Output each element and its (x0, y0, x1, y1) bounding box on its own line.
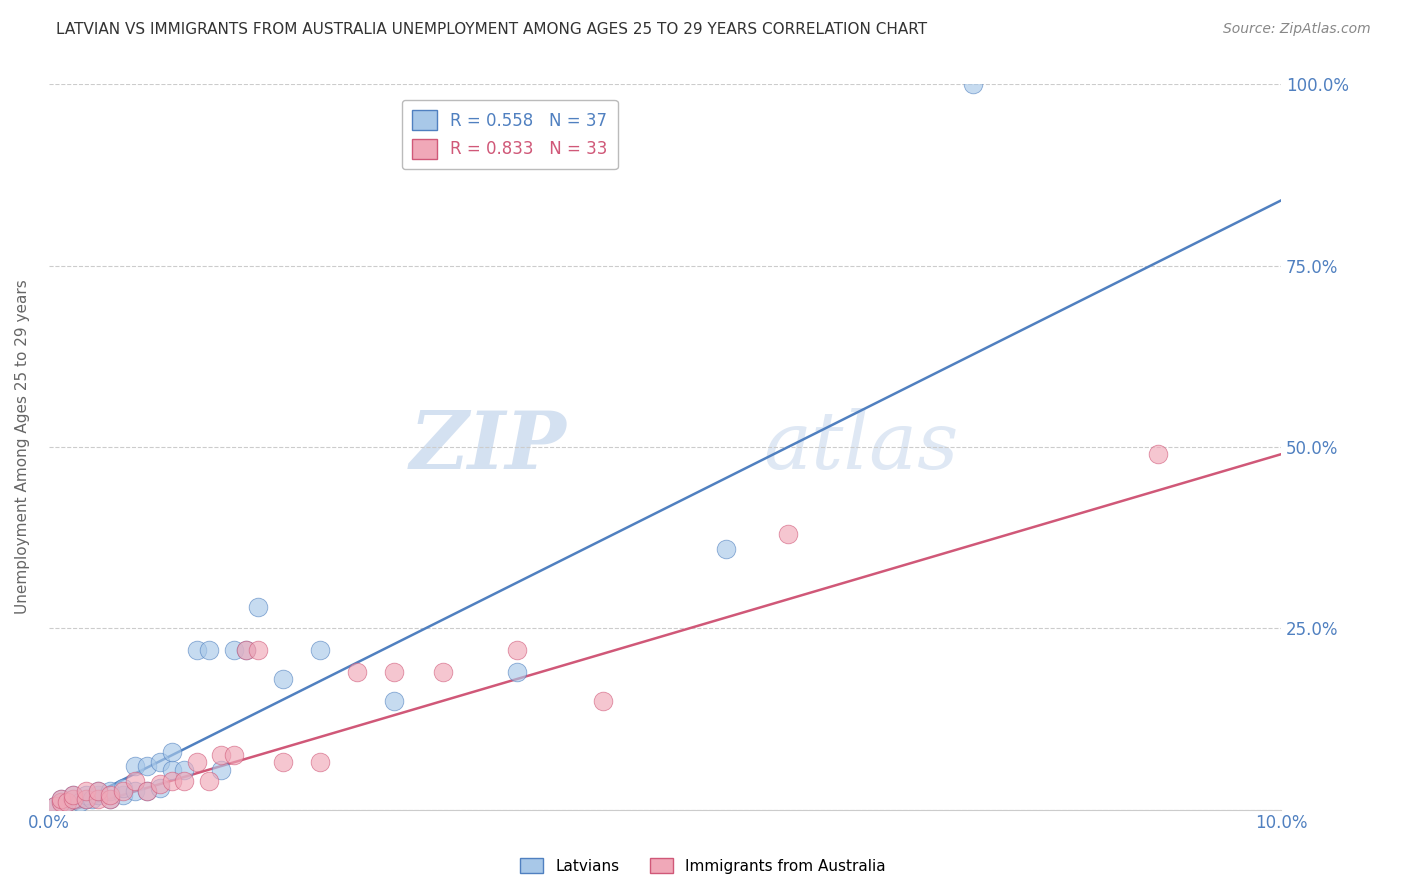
Point (98, 784, 121, 798)
Point (124, 773, 146, 788)
Legend: R = 0.558   N = 37, R = 0.833   N = 33: R = 0.558 N = 37, R = 0.833 N = 33 (402, 100, 617, 169)
Point (173, 763, 195, 777)
Point (62, 788, 84, 802)
Point (382, 665, 405, 679)
Point (247, 643, 270, 657)
Point (149, 780, 172, 795)
Point (75, 791, 97, 805)
Point (247, 599, 270, 614)
Point (49, 791, 72, 805)
Point (80, 791, 103, 805)
Point (346, 665, 368, 679)
Point (382, 694, 405, 708)
Text: ZIP: ZIP (409, 409, 567, 486)
Point (98, 791, 121, 805)
Point (111, 788, 134, 802)
Point (198, 643, 221, 657)
Point (75, 791, 97, 805)
Point (49, 795, 72, 809)
Point (87, 784, 110, 798)
Point (506, 665, 529, 679)
Point (778, 527, 800, 541)
Point (136, 784, 159, 798)
Point (87, 791, 110, 805)
Point (186, 756, 208, 770)
Point (49, 791, 72, 805)
Point (173, 773, 195, 788)
Point (308, 756, 330, 770)
Point (160, 745, 183, 759)
Text: atlas: atlas (763, 409, 959, 486)
Point (1146, 447, 1168, 461)
Point (432, 665, 454, 679)
Point (111, 784, 134, 798)
Point (44, 798, 66, 813)
Point (124, 784, 146, 798)
Point (186, 643, 208, 657)
Point (75, 788, 97, 802)
Point (271, 672, 294, 686)
Point (98, 791, 121, 805)
Point (49, 795, 72, 809)
Point (87, 788, 110, 802)
Point (235, 643, 257, 657)
Point (962, 78, 984, 92)
Point (160, 773, 183, 788)
Point (149, 756, 172, 770)
Point (209, 748, 232, 763)
Point (160, 763, 183, 777)
Point (111, 780, 134, 795)
Point (716, 541, 738, 556)
Point (87, 784, 110, 798)
Point (124, 759, 146, 773)
Point (62, 791, 84, 805)
Point (198, 773, 221, 788)
Point (44, 798, 66, 813)
Point (592, 694, 614, 708)
Point (136, 759, 159, 773)
Point (222, 643, 245, 657)
Point (308, 643, 330, 657)
Point (98, 788, 121, 802)
Point (271, 756, 294, 770)
Point (62, 788, 84, 802)
Point (136, 784, 159, 798)
Text: LATVIAN VS IMMIGRANTS FROM AUSTRALIA UNEMPLOYMENT AMONG AGES 25 TO 29 YEARS CORR: LATVIAN VS IMMIGRANTS FROM AUSTRALIA UNE… (56, 22, 928, 37)
Point (62, 791, 84, 805)
Point (149, 777, 172, 791)
Point (506, 643, 529, 657)
Point (209, 763, 232, 777)
Point (56, 795, 79, 809)
Point (69, 795, 91, 809)
Y-axis label: Unemployment Among Ages 25 to 29 years: Unemployment Among Ages 25 to 29 years (15, 279, 30, 615)
Point (222, 748, 245, 763)
Point (75, 784, 97, 798)
Point (56, 795, 79, 809)
Text: Source: ZipAtlas.com: Source: ZipAtlas.com (1223, 22, 1371, 37)
Legend: Latvians, Immigrants from Australia: Latvians, Immigrants from Australia (515, 852, 891, 880)
Point (235, 643, 257, 657)
